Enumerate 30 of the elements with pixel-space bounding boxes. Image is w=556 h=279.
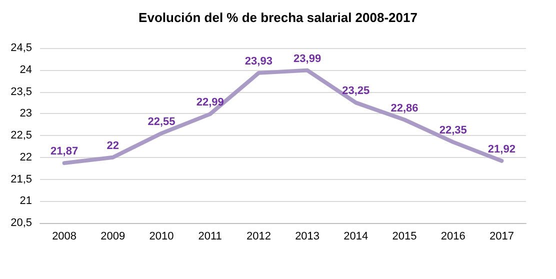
data-label: 23,99 <box>294 52 322 65</box>
data-label: 21,92 <box>488 143 516 156</box>
x-tick-label: 2016 <box>440 230 466 242</box>
x-tick-label: 2008 <box>52 230 77 242</box>
x-tick-label: 2012 <box>246 230 271 242</box>
x-tick-label: 2017 <box>489 230 514 242</box>
data-label: 21,87 <box>50 146 78 158</box>
y-tick-label: 21 <box>20 195 32 208</box>
data-label: 23,93 <box>244 55 272 68</box>
y-tick-label: 23,5 <box>10 86 32 98</box>
x-tick-label: 2009 <box>100 230 126 242</box>
data-label: 23,25 <box>342 85 370 98</box>
y-tick-label: 24,5 <box>10 42 32 54</box>
data-label: 22,86 <box>390 102 418 114</box>
x-tick-label: 2010 <box>149 230 174 242</box>
y-tick-label: 22 <box>20 151 32 164</box>
data-label: 22 <box>106 140 120 152</box>
y-tick-label: 21,5 <box>10 173 32 186</box>
y-tick-label: 20,5 <box>10 217 32 229</box>
x-tick-label: 2015 <box>392 230 417 242</box>
chart-title: Evolución del % de brecha salarial 2008-2017 <box>138 10 418 25</box>
x-tick-label: 2013 <box>295 230 320 242</box>
y-tick-label: 24 <box>20 64 32 76</box>
y-tick-label: 23 <box>20 108 32 120</box>
data-label: 22,99 <box>196 96 224 109</box>
y-tick-label: 22,5 <box>10 130 32 142</box>
data-label: 22,35 <box>439 124 467 137</box>
data-label: 22,55 <box>148 116 176 128</box>
x-tick-label: 2011 <box>198 230 222 242</box>
x-tick-label: 2014 <box>344 230 368 242</box>
